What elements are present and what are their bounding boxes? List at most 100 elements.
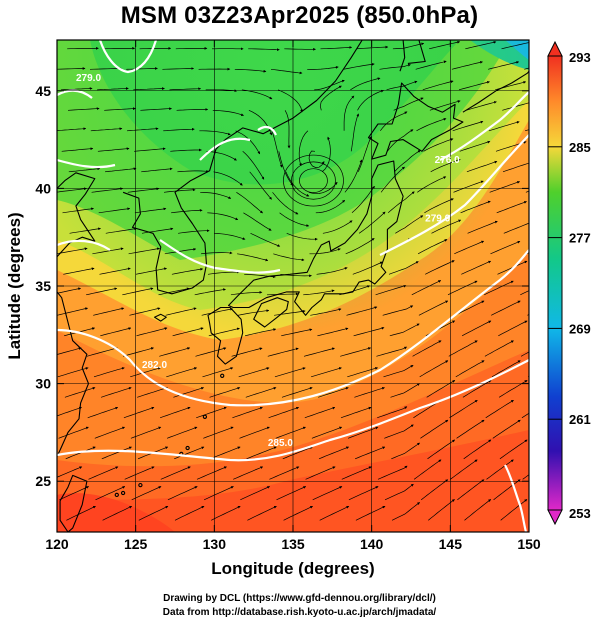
streamline: [199, 130, 231, 136]
colorbar-label: 269: [569, 321, 591, 336]
streamline: [134, 147, 166, 152]
colorbar-label: 261: [569, 412, 591, 427]
y-tick-label: 40: [35, 180, 51, 196]
streamline: [174, 446, 205, 460]
streamline: [319, 85, 342, 111]
streamline: [127, 187, 160, 193]
streamline: [92, 247, 124, 255]
streamline: [459, 140, 491, 152]
island-5: [138, 482, 143, 488]
colorbar-label: 253: [569, 506, 591, 521]
streamline: [450, 459, 478, 480]
streamline: [456, 419, 485, 439]
streamline: [176, 108, 209, 111]
streamline: [99, 267, 131, 275]
streamline: [375, 284, 407, 296]
streamline: [384, 424, 414, 439]
streamline: [237, 253, 269, 262]
streamline: [203, 486, 234, 501]
streamline: [498, 320, 528, 337]
streamline: [236, 192, 263, 214]
streamline: [417, 176, 447, 193]
streamline: [388, 261, 419, 275]
streamline: [159, 406, 191, 419]
x-tick-label: 120: [45, 536, 69, 552]
streamline: [420, 479, 449, 501]
streamline: [351, 185, 375, 214]
streamline: [340, 406, 372, 419]
streamline: [377, 406, 408, 419]
streamline: [89, 67, 122, 70]
streamline: [128, 247, 160, 255]
island-2: [202, 414, 208, 419]
streamline: [384, 483, 414, 501]
streamline: [275, 426, 306, 439]
streamline: [133, 87, 165, 91]
streamline: [311, 367, 342, 378]
streamline: [395, 215, 424, 234]
streamline: [387, 129, 414, 152]
streamline: [317, 327, 349, 337]
streamline: [490, 240, 521, 255]
coast-kyushu: [207, 306, 244, 365]
credit-data: Data from http://database.rish.kyoto-u.a…: [162, 607, 437, 618]
x-tick-label: 130: [203, 536, 227, 552]
streamline: [274, 309, 306, 316]
streamline: [196, 466, 227, 480]
streamline: [493, 479, 521, 501]
streamline: [104, 107, 136, 111]
x-tick-label: 150: [517, 536, 541, 552]
streamline: [377, 465, 408, 480]
streamline: [347, 367, 379, 378]
streamline: [170, 148, 202, 152]
streamline: [304, 406, 336, 419]
streamline: [485, 400, 514, 419]
streamline: [284, 110, 291, 149]
streamline: [67, 46, 99, 50]
coast-liaodong: [57, 172, 96, 258]
streamline: [491, 300, 521, 316]
streamline: [353, 326, 385, 337]
streamline: [452, 120, 484, 132]
streamline: [312, 486, 343, 501]
streamline: [240, 486, 271, 501]
streamline: [457, 479, 485, 501]
colorbar-top-arrow: [547, 40, 563, 57]
streamline: [159, 347, 191, 357]
streamline: [520, 351, 529, 357]
contour-label-3: 279.0: [76, 73, 101, 84]
streamline: [93, 367, 125, 378]
streamline: [310, 308, 342, 316]
streamline: [461, 260, 492, 275]
x-axis-label: Longitude (degrees): [211, 559, 374, 578]
streamline: [162, 67, 195, 70]
streamline: [455, 360, 485, 378]
streamline: [101, 446, 132, 460]
streamline: [213, 171, 243, 186]
streamline: [270, 68, 303, 75]
streamline: [315, 199, 346, 214]
streamline: [484, 340, 514, 357]
streamline: [411, 280, 442, 296]
streamline: [352, 261, 383, 275]
streamline: [141, 227, 174, 234]
streamline: [166, 426, 198, 439]
coast-kurils: [462, 70, 529, 113]
coastlines: [57, 40, 529, 532]
streamline: [97, 147, 130, 152]
streamline: [138, 505, 169, 521]
streamline: [486, 459, 514, 480]
streamline: [464, 499, 492, 521]
streamline: [492, 419, 521, 439]
streamline: [416, 118, 447, 132]
streamline: [314, 79, 345, 91]
streamline: [308, 150, 325, 168]
streamline: [425, 260, 455, 275]
streamline: [211, 505, 241, 521]
y-tick-label: 45: [35, 83, 51, 99]
streamline: [57, 67, 86, 70]
streamline: [350, 77, 381, 91]
streamline: [173, 386, 205, 398]
streamline: [91, 187, 124, 193]
streamline: [303, 289, 335, 296]
